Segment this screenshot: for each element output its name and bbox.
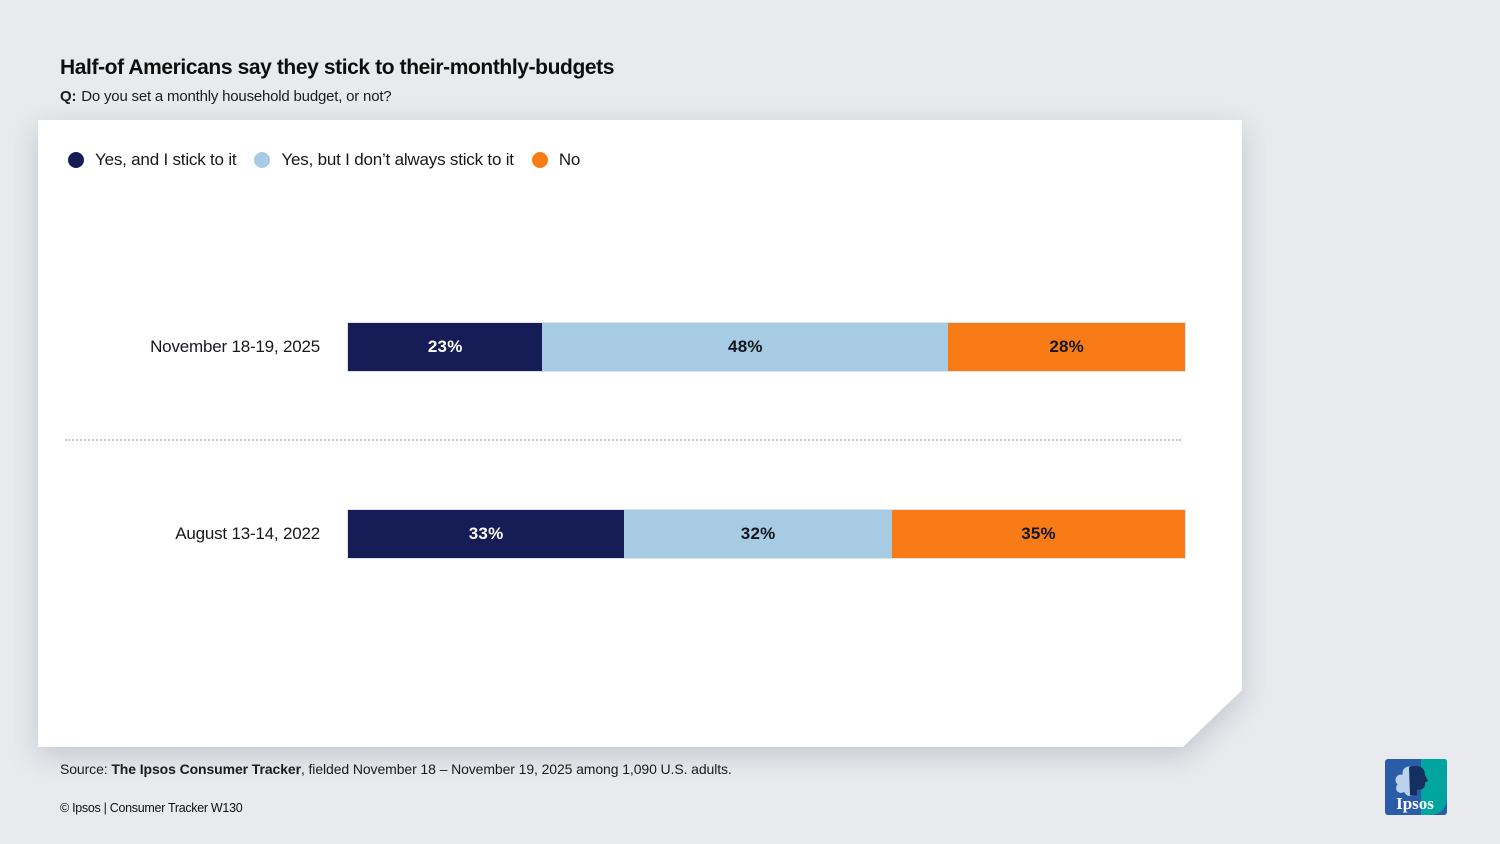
row-divider (65, 439, 1181, 441)
bar-category-label: November 18-19, 2025 (150, 337, 320, 356)
question-text: Do you set a monthly household budget, o… (81, 88, 392, 105)
bar-row: November 18-19, 2025 23% 48% 28% (38, 323, 1185, 371)
legend-dot-icon (254, 152, 270, 168)
page-header: Half-of Americans say they stick to thei… (60, 56, 614, 105)
source-note: Source: The Ipsos Consumer Tracker, fiel… (60, 761, 732, 777)
legend-dot-icon (532, 152, 548, 168)
legend-item: Yes, and I stick to it (68, 150, 236, 170)
chart-card-wrap: Yes, and I stick to it Yes, but I don’t a… (38, 120, 1242, 747)
page-title: Half-of Americans say they stick to thei… (60, 56, 615, 79)
bar-segment: 48% (542, 323, 948, 371)
bar-rows: November 18-19, 2025 23% 48% 28% August 13-1… (38, 120, 1242, 747)
legend-label: Yes, but I don’t always stick to it (281, 150, 514, 169)
bar-segment: 32% (624, 510, 892, 558)
question-prefix: Q: (60, 88, 77, 105)
legend-label: No (558, 150, 581, 169)
bar-segment: 28% (948, 323, 1185, 371)
chart-card: Yes, and I stick to it Yes, but I don’t a… (38, 120, 1242, 747)
bar-segment: 33% (348, 510, 624, 558)
chart-legend: Yes, and I stick to it Yes, but I don’t a… (68, 150, 580, 170)
legend-dot-icon (68, 152, 84, 168)
bar-segment: 35% (892, 510, 1185, 558)
ipsos-logo-text: Ipsos (1396, 794, 1434, 813)
source-detail: , fielded November 18 – November 19, 202… (300, 761, 732, 777)
bar-segment: 23% (348, 323, 542, 371)
ipsos-logo-icon: Ipsos (1385, 759, 1447, 815)
source-name: The Ipsos Consumer Tracker (111, 761, 301, 777)
bar-track: 23% 48% 28% (348, 323, 1185, 371)
bar-track: 33% 32% 35% (348, 510, 1185, 558)
survey-question: Q: Do you set a monthly household budget,… (60, 88, 614, 105)
bar-row: August 13-14, 2022 33% 32% 35% (38, 510, 1185, 558)
ipsos-logo: Ipsos (1385, 759, 1447, 815)
copyright-text: © Ipsos | Consumer Tracker W130 (60, 801, 243, 815)
legend-item: No (532, 150, 580, 170)
source-prefix: Source: (60, 761, 112, 777)
bar-category-label: August 13-14, 2022 (175, 524, 320, 543)
legend-label: Yes, and I stick to it (95, 150, 237, 169)
legend-item: Yes, but I don’t always stick to it (254, 150, 513, 170)
